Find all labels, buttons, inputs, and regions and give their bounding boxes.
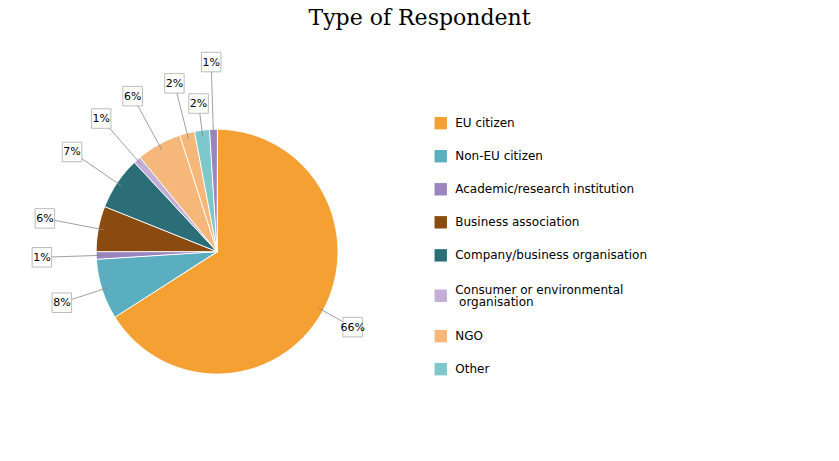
svg-text:1%: 1% bbox=[92, 112, 109, 125]
html-text:Type of Respondent: Type of Respondent bbox=[308, 5, 531, 30]
svg-text:66%: 66% bbox=[340, 321, 364, 334]
svg-text:EU citizen: EU citizen bbox=[455, 116, 514, 130]
svg-text:Non-EU citizen: Non-EU citizen bbox=[455, 149, 543, 163]
svg-text:Academic/research institution: Academic/research institution bbox=[455, 182, 634, 196]
svg-text:Other: Other bbox=[455, 362, 489, 376]
svg-text:1%: 1% bbox=[202, 56, 219, 69]
svg-text:2%: 2% bbox=[190, 97, 207, 110]
svg-text:7%: 7% bbox=[63, 145, 80, 158]
svg-text:Business association: Business association bbox=[455, 215, 579, 229]
svg-text:1%: 1% bbox=[33, 251, 50, 264]
svg-text:Company/business organisation: Company/business organisation bbox=[455, 248, 647, 262]
svg-text:6%: 6% bbox=[36, 212, 53, 225]
svg-text:6%: 6% bbox=[124, 90, 141, 103]
svg-text:Consumer or environmental orga: Consumer or environmental organisation bbox=[455, 283, 623, 309]
svg-text:8%: 8% bbox=[53, 296, 70, 309]
svg-text:2%: 2% bbox=[166, 77, 183, 90]
svg-text:NGO: NGO bbox=[455, 329, 483, 343]
